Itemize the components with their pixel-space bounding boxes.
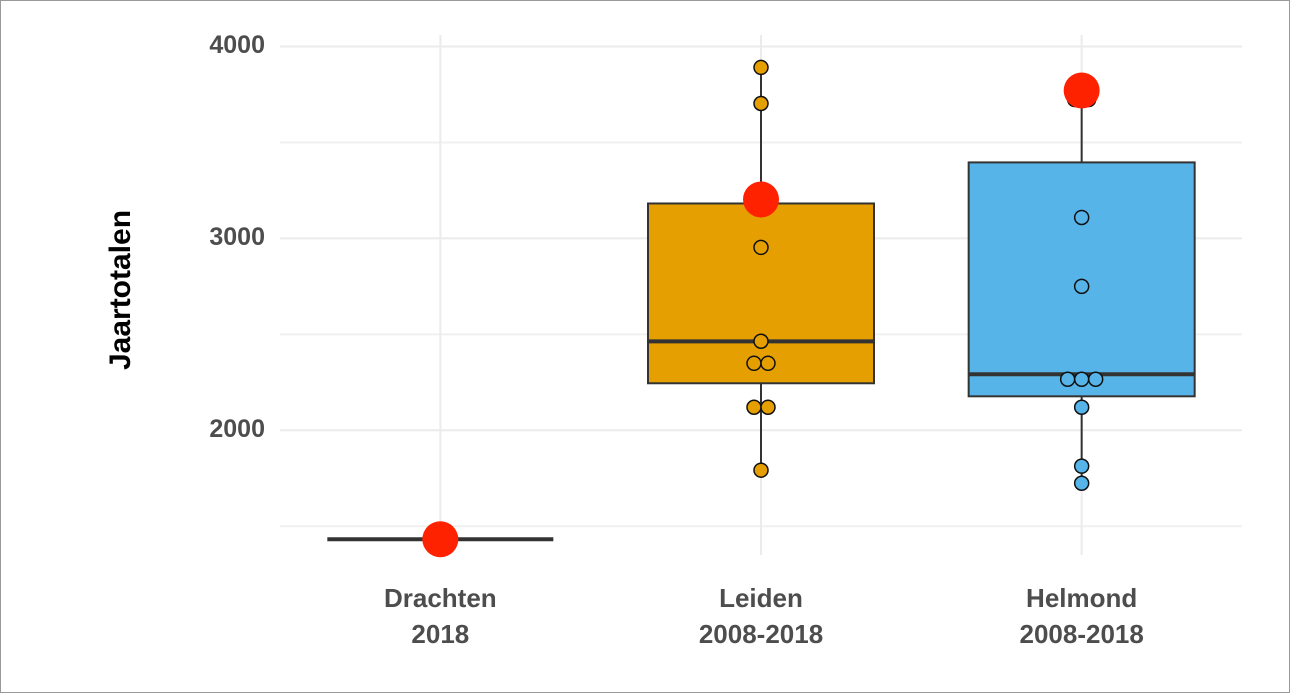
point bbox=[760, 355, 776, 372]
point bbox=[1087, 371, 1104, 387]
x-tick-label: 2008-2018 bbox=[699, 619, 823, 649]
point bbox=[1073, 278, 1090, 295]
highlight-point bbox=[422, 521, 459, 558]
y-axis-label: Jaartotalen bbox=[104, 210, 137, 370]
point bbox=[1073, 371, 1090, 387]
point bbox=[746, 399, 762, 416]
highlight-point bbox=[743, 181, 779, 218]
point bbox=[1073, 209, 1090, 226]
x-tick-label: 2018 bbox=[411, 619, 469, 649]
highlight-point bbox=[1063, 72, 1100, 109]
y-tick-label: 3000 bbox=[209, 223, 265, 251]
point bbox=[753, 95, 769, 112]
point bbox=[1073, 475, 1090, 491]
x-tick-label: Helmond bbox=[1026, 583, 1137, 613]
y-tick-label: 4000 bbox=[209, 31, 265, 59]
y-tick-label: 2000 bbox=[209, 415, 265, 443]
point bbox=[753, 239, 769, 256]
point bbox=[753, 59, 769, 76]
box bbox=[647, 202, 875, 385]
point bbox=[1073, 458, 1090, 474]
x-tick-label: Drachten bbox=[384, 583, 497, 613]
point bbox=[1059, 371, 1076, 387]
point bbox=[760, 399, 776, 416]
point bbox=[753, 462, 769, 478]
point bbox=[753, 333, 769, 349]
point bbox=[1073, 399, 1090, 416]
x-tick-label: 2008-2018 bbox=[1019, 619, 1143, 649]
x-tick-label: Leiden bbox=[719, 583, 803, 613]
point bbox=[746, 355, 762, 372]
